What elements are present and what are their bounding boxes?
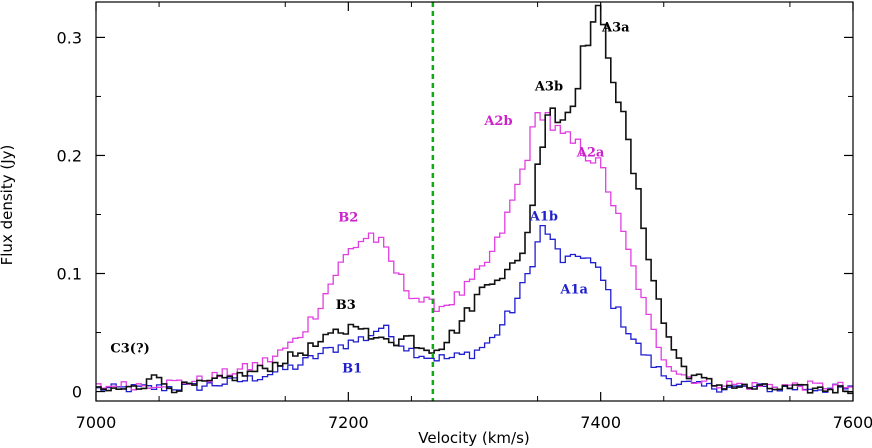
peak-label: A2b <box>483 114 512 129</box>
peak-label: C3(?) <box>110 342 149 357</box>
series-layer <box>96 4 853 395</box>
tick-layer: 7000 7200 7400 7600 0 0.1 0.2 0.3 <box>57 2 872 432</box>
y-tick-label: 0.1 <box>57 265 82 284</box>
peak-label: A1b <box>529 209 558 224</box>
peak-label: B1 <box>342 362 362 377</box>
spectrum-series-3 <box>96 4 853 395</box>
peak-label: B3 <box>336 298 356 313</box>
peak-label: A1a <box>559 283 588 298</box>
annotation-layer: A3a A3b A2b A2a A1b A1a B2 B3 B1 C3(?) <box>110 21 630 377</box>
peak-label: B2 <box>338 211 358 226</box>
x-tick-label: 7000 <box>76 413 117 432</box>
y-tick-label: 0.3 <box>57 28 82 47</box>
x-tick-label: 7400 <box>580 413 621 432</box>
plot-frame <box>95 1 854 402</box>
x-tick-label: 7600 <box>833 413 872 432</box>
y-tick-label: 0 <box>72 383 82 402</box>
y-tick-label: 0.2 <box>57 146 82 165</box>
x-axis-label: Velocity (km/s) <box>418 429 529 447</box>
peak-label: A2a <box>576 146 605 161</box>
peak-label: A3b <box>534 80 563 95</box>
x-tick-label: 7200 <box>328 413 369 432</box>
peak-label: A3a <box>601 21 630 36</box>
plot-area <box>96 2 853 401</box>
y-axis-label: Flux density (Jy) <box>0 145 16 266</box>
